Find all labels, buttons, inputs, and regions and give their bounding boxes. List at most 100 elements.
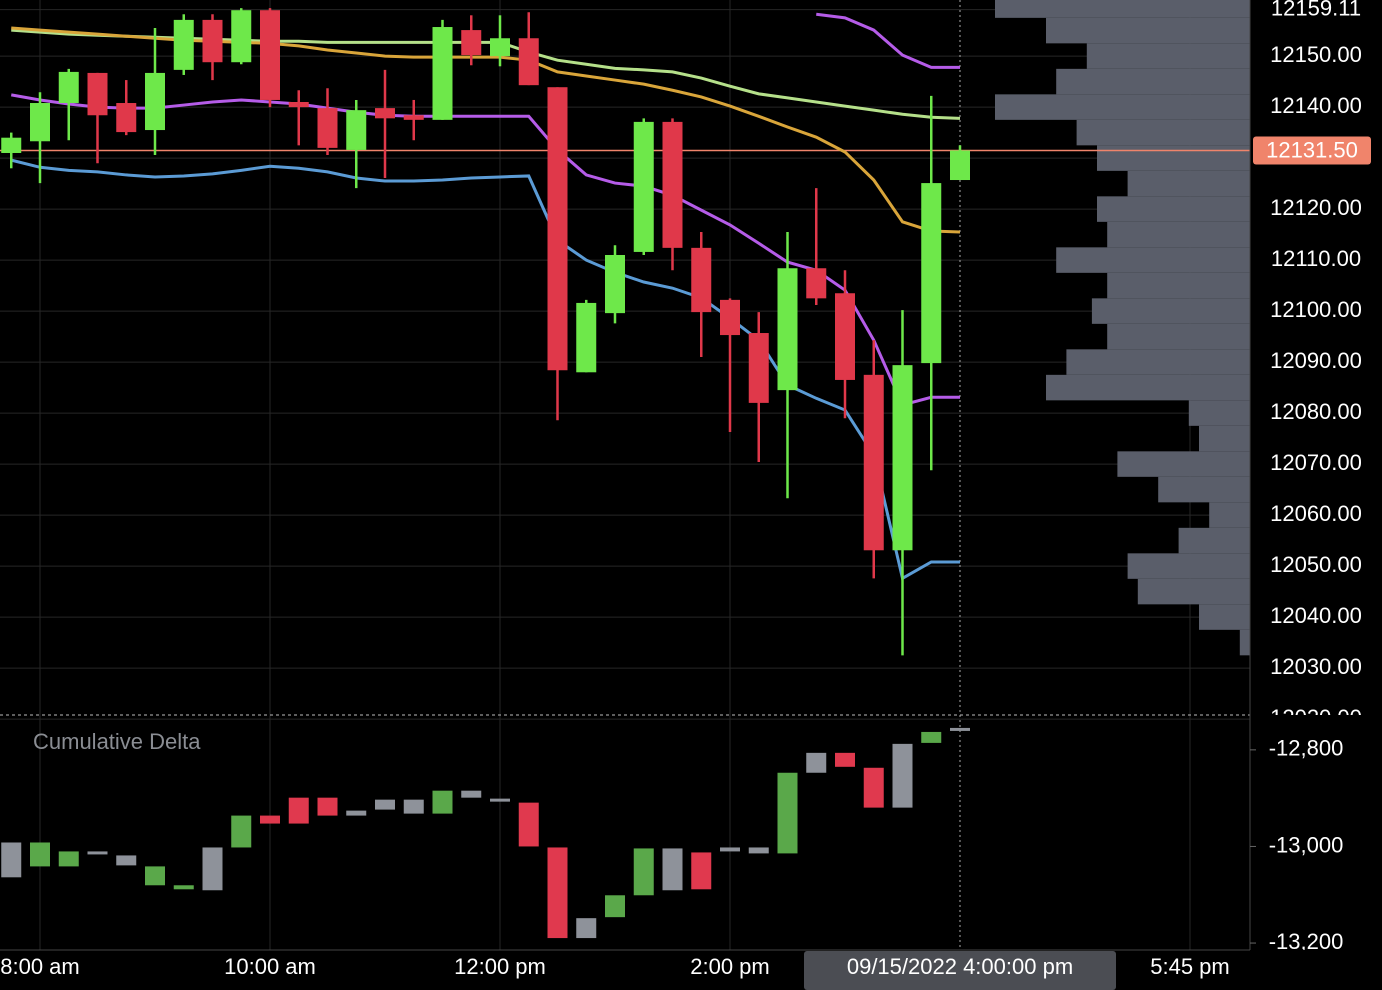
delta-bar: [58, 851, 79, 867]
candle-body: [173, 19, 194, 70]
delta-bar: [403, 799, 424, 814]
candle-body: [950, 150, 970, 181]
delta-bar: [748, 847, 769, 854]
delta-bar: [892, 743, 913, 808]
delta-bar: [576, 918, 597, 939]
candle-body: [863, 374, 884, 551]
candle-body: [518, 38, 539, 86]
delta-bar: [30, 842, 50, 867]
profile-bar: [1046, 17, 1250, 44]
delta-bar: [317, 797, 338, 816]
profile-bar: [1127, 170, 1250, 197]
y-tick-label: 12140.00: [1270, 93, 1362, 118]
y-tick-label: -13,000: [1269, 832, 1344, 857]
y-tick-label: 12070.00: [1270, 450, 1362, 475]
profile-bar: [1107, 272, 1250, 299]
y-tick-label: 12110.00: [1271, 246, 1361, 271]
y-tick-label: -13,200: [1269, 929, 1344, 954]
profile-bar: [1056, 68, 1250, 95]
x-tick-label: 2:00 pm: [690, 954, 770, 979]
indicator-line: [11, 28, 961, 120]
profile-bar: [1046, 374, 1250, 401]
price-plot: [0, 8, 1250, 656]
profile-bar: [1199, 425, 1250, 452]
delta-bar: [145, 866, 165, 886]
delta-bar: [490, 798, 510, 802]
x-tick-label: 12:00 pm: [454, 954, 546, 979]
candle-body: [432, 27, 453, 120]
candle-body: [633, 121, 654, 252]
indicator-line: [816, 12, 960, 69]
profile-bar: [1137, 578, 1250, 605]
y-tick-label: 12159.11: [1271, 0, 1361, 20]
profile-bar: [1209, 502, 1250, 528]
profile-bar: [1056, 247, 1250, 273]
candle-body: [375, 108, 395, 119]
delta-bar: [231, 815, 252, 848]
indicator-line: [11, 26, 961, 234]
delta-bar: [346, 810, 367, 816]
profile-bar: [1107, 221, 1250, 248]
delta-bar: [260, 815, 280, 824]
candle-body: [202, 19, 223, 63]
profile-bar: [1158, 476, 1250, 503]
delta-bar: [375, 799, 395, 810]
volume-profile: [995, 0, 1250, 656]
profile-bar: [995, 0, 1250, 18]
profile-bar: [1178, 527, 1250, 554]
y-tick-label: 12120.00: [1270, 195, 1362, 220]
delta-bar: [950, 727, 970, 731]
y-tick-label: 12020.00: [1270, 705, 1362, 730]
candle-body: [87, 72, 108, 116]
delta-bar: [806, 752, 827, 773]
delta-bar: [835, 752, 855, 767]
candle-body: [58, 71, 79, 104]
delta-bar: [691, 852, 712, 890]
indicator-line: [10, 93, 960, 407]
profile-bar: [1188, 400, 1250, 426]
profile-bar: [1097, 196, 1250, 222]
profile-bar: [1127, 553, 1250, 579]
current-price-box: [1253, 136, 1371, 165]
time-axis: 8:00 am 10:00 am 12:00 pm 2:00 pm 09/15/2022…: [0, 951, 1230, 990]
delta-plot: Cumulative Delta: [1, 727, 970, 939]
profile-bar: [1199, 604, 1250, 630]
candle-body: [748, 333, 769, 403]
x-tick-label: 8:00 am: [0, 954, 80, 979]
candle-body: [892, 365, 913, 551]
candle-body: [662, 121, 683, 248]
delta-bar: [720, 847, 740, 852]
candle-body: [346, 110, 367, 150]
candle-body: [777, 268, 798, 391]
y-tick-label: 12060.00: [1270, 501, 1362, 526]
price-axis: 12020.00 12030.00 12040.00 12050.00 12060.00…: [1253, 0, 1371, 730]
x-tick-label: 5:45 pm: [1150, 954, 1230, 979]
candle-body: [231, 10, 252, 63]
delta-bar: [518, 802, 539, 847]
indicator-line: [10, 158, 960, 581]
delta-bar: [633, 848, 654, 896]
candle-body: [806, 268, 827, 299]
candle-body: [461, 30, 482, 56]
candle-body: [403, 115, 424, 120]
current-price-label: 12131.50: [1266, 137, 1358, 162]
profile-bar: [1086, 43, 1250, 69]
profile-bar: [1239, 629, 1250, 656]
candle-body: [490, 38, 510, 57]
profile-bar: [1097, 145, 1250, 171]
candle-body: [921, 183, 942, 364]
candle-body: [1, 137, 22, 153]
x-tick-label: 09/15/2022 4:00:00 pm: [847, 954, 1073, 979]
delta-bar: [202, 847, 223, 891]
y-tick-label: 12030.00: [1270, 654, 1362, 679]
candle-body: [116, 103, 137, 133]
delta-bar: [116, 855, 137, 866]
candle-body: [317, 108, 338, 148]
profile-bar: [995, 94, 1250, 120]
candle-body: [605, 254, 625, 314]
delta-bar: [288, 797, 309, 824]
delta-bar: [605, 895, 625, 918]
candle-body: [835, 293, 855, 380]
